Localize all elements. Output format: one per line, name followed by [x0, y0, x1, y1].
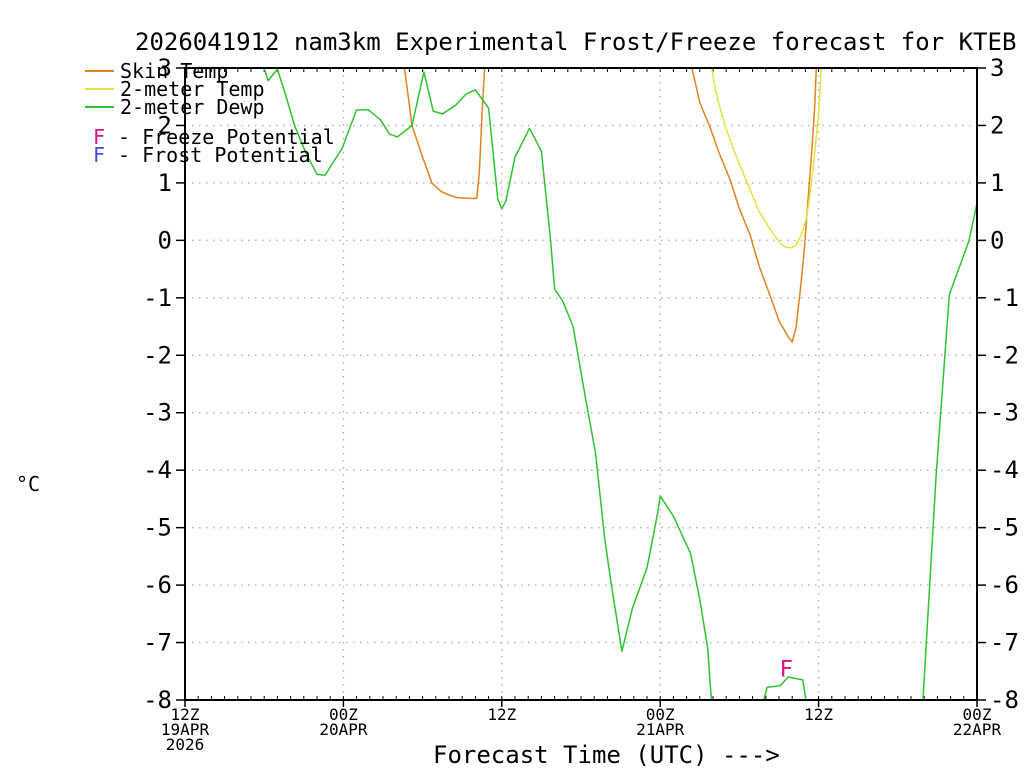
y-tick-label-right: -6	[990, 571, 1019, 599]
y-tick-label-right: -5	[990, 514, 1019, 542]
y-tick-label-left: -6	[143, 571, 172, 599]
x-tick-label: 2026	[166, 735, 205, 754]
y-tick-label-left: 1	[158, 169, 172, 197]
2m-temp-line-swatch	[85, 88, 114, 90]
y-tick-label-right: 3	[990, 54, 1004, 82]
legend-label-2m-dewp: 2-meter Dewp	[120, 95, 265, 119]
x-tick-label: 12Z	[804, 705, 833, 724]
2-meter-dewp-line	[762, 676, 807, 701]
legend-label-2m-temp: 2-meter Temp	[120, 77, 265, 101]
x-tick-label: 00Z	[646, 705, 675, 724]
y-tick-label-right: -1	[990, 284, 1019, 312]
y-tick-label-left: 3	[158, 54, 172, 82]
legend-label-skin-temp: Skin Temp	[120, 59, 229, 83]
legend-item-frost-potential: F - Frost Potential	[0, 143, 400, 167]
y-tick-label-right: 0	[990, 226, 1004, 254]
2m-dewp-line-swatch	[85, 106, 114, 108]
y-tick-label-right: -3	[990, 399, 1019, 427]
skin-temp-line	[403, 67, 486, 200]
y-tick-label-right: -7	[990, 629, 1019, 657]
y-tick-label-right: 2	[990, 111, 1004, 139]
legend-item-freeze-potential: F - Freeze Potential	[0, 125, 400, 149]
x-axis-title: Forecast Time (UTC) --->	[433, 741, 780, 768]
x-tick-label: 12Z	[171, 705, 200, 724]
y-tick-label-left: -2	[143, 341, 172, 369]
y-tick-label-left: -8	[143, 686, 172, 714]
x-tick-label: 20APR	[319, 720, 368, 739]
x-tick-label: 21APR	[636, 720, 685, 739]
legend-item-2m-dewp: 2-meter Dewp	[0, 95, 400, 119]
skin-temp-line-swatch	[85, 70, 114, 72]
x-tick-label: 19APR	[161, 720, 210, 739]
y-tick-label-left: 0	[158, 226, 172, 254]
y-tick-label-left: -5	[143, 514, 172, 542]
freeze-potential-marker: F	[780, 657, 793, 682]
legend-item-2m-temp: 2-meter Temp	[0, 77, 400, 101]
y-tick-label-right: -2	[990, 341, 1019, 369]
freeze-potential-flag-icon: F	[93, 125, 106, 149]
frost-potential-flag-icon: F	[93, 143, 106, 167]
y-tick-label-left: -1	[143, 284, 172, 312]
skin-temp-line	[690, 67, 818, 343]
chart-title: 2026041912 nam3km Experimental Frost/Fre…	[135, 28, 1017, 56]
legend-label-freeze-potential: - Freeze Potential	[118, 125, 335, 149]
2-meter-temp-line	[710, 67, 823, 249]
legend-label-frost-potential: - Frost Potential	[118, 143, 323, 167]
y-tick-label-left: 2	[158, 111, 172, 139]
y-tick-label-right: 1	[990, 169, 1004, 197]
2-meter-dewp-line	[262, 67, 713, 701]
x-tick-label: 00Z	[329, 705, 358, 724]
x-tick-label: 00Z	[963, 705, 992, 724]
x-tick-label: 12Z	[487, 705, 516, 724]
y-axis-unit-label: °C	[16, 472, 41, 496]
y-tick-label-right: -4	[990, 456, 1019, 484]
y-tick-label-right: -8	[990, 686, 1019, 714]
x-tick-label: 22APR	[953, 720, 1002, 739]
y-tick-label-left: -3	[143, 399, 172, 427]
y-tick-label-left: -7	[143, 629, 172, 657]
y-tick-label-left: -4	[143, 456, 172, 484]
legend-item-skin-temp: Skin Temp	[0, 59, 400, 83]
2-meter-dewp-line	[922, 202, 977, 701]
